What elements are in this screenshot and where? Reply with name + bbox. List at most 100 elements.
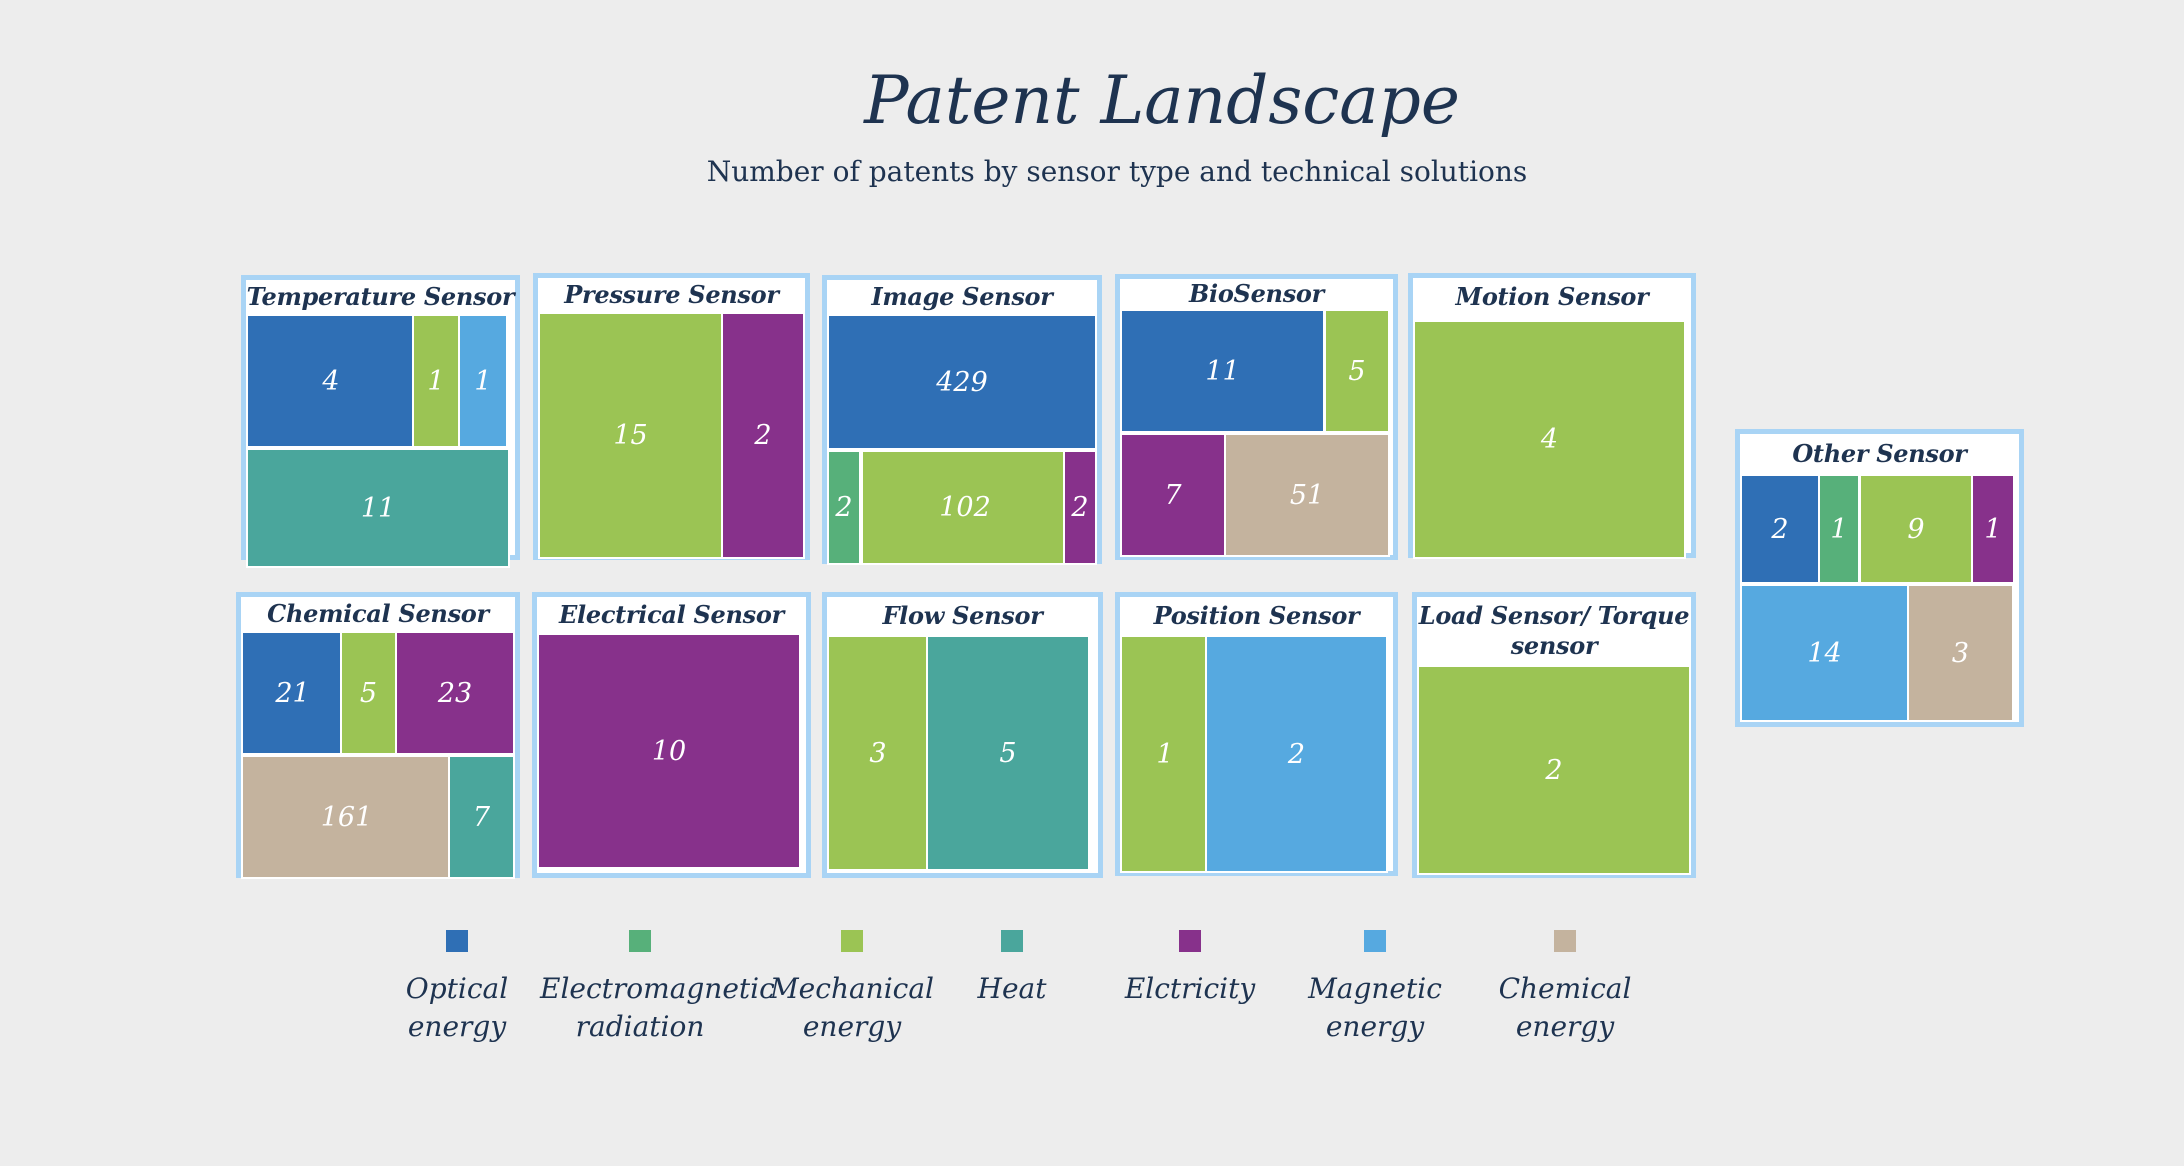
treemap-tile-electromagnetic: 1 <box>1818 474 1860 584</box>
tile-value-label: 10 <box>651 735 687 767</box>
tile-value-label: 102 <box>939 492 991 523</box>
tile-value-label: 15 <box>613 420 648 451</box>
treemap-tile-mechanical: 9 <box>1859 474 1973 584</box>
chart-subtitle: Number of patents by sensor type and tec… <box>706 155 1528 188</box>
treemap-tile-magnetic: 2 <box>1205 635 1388 873</box>
treemap-tile-electricity: 23 <box>395 631 515 755</box>
treemap-tile-electromagnetic: 2 <box>827 450 861 565</box>
treemap-tile-optical: 4 <box>246 314 416 448</box>
tile-value-label: 5 <box>999 737 1017 769</box>
panel-title: Flow Sensor <box>882 601 1043 630</box>
tile-value-label: 3 <box>869 737 887 769</box>
legend-label: Optical energy <box>405 972 509 1043</box>
legend-swatch <box>629 930 651 952</box>
tile-value-label: 1 <box>1830 513 1848 545</box>
sensor-panel: Temperature Sensor 4 1 1 11 <box>241 275 520 568</box>
chart-title: Patent Landscape <box>864 62 1460 139</box>
legend-swatch <box>1554 930 1576 952</box>
sensor-panel: Flow Sensor 3 5 <box>822 592 1103 878</box>
treemap-tile-chemical: 3 <box>1907 584 2014 722</box>
tile-value-label: 5 <box>1348 355 1366 387</box>
treemap-tile-mechanical: 5 <box>1324 309 1390 433</box>
sensor-panel: Motion Sensor 4 <box>1408 273 1696 559</box>
legend-swatch <box>1179 930 1201 952</box>
tile-value-label: 429 <box>936 366 988 398</box>
tile-value-label: 9 <box>1907 513 1925 545</box>
legend-label: Electromagnetic radiation <box>540 972 775 1043</box>
legend-swatch <box>841 930 863 952</box>
treemap-tile-optical: 2 <box>1740 474 1820 584</box>
treemap-tile-mechanical: 1 <box>1120 635 1210 873</box>
treemap-tile-electricity: 2 <box>1063 450 1097 565</box>
tile-value-label: 2 <box>1545 754 1563 786</box>
legend-swatch <box>1001 930 1023 952</box>
treemap-tile-magnetic: 14 <box>1740 584 1909 722</box>
treemap-tile-electricity: 1 <box>1971 474 2015 584</box>
treemap-tile-mechanical: 15 <box>538 312 723 559</box>
panel-title: Chemical Sensor <box>267 599 489 628</box>
legend-label: Mechanical energy <box>770 972 934 1043</box>
treemap-tile-mechanical: 2 <box>1417 665 1691 875</box>
legend-item-chemical: Chemical energy <box>1465 930 1665 1046</box>
tile-value-label: 7 <box>1164 479 1182 511</box>
tile-value-label: 11 <box>360 492 396 524</box>
treemap-tile-mechanical: 1 <box>412 314 460 448</box>
sensor-panel: Load Sensor/ Torque sensor 2 <box>1412 592 1696 878</box>
legend-label: Heat <box>977 972 1047 1005</box>
panel-title: Position Sensor <box>1153 601 1360 630</box>
legend-label: Chemical energy <box>1498 972 1632 1043</box>
treemap-tile-mechanical: 4 <box>1413 320 1686 559</box>
sensor-panel: Electrical Sensor 10 <box>532 592 811 878</box>
tile-value-label: 21 <box>275 677 310 709</box>
tile-value-label: 14 <box>1807 637 1842 669</box>
legend-item-electricity: Elctricity <box>1090 930 1290 1008</box>
sensor-panel: BioSensor 11 5 7 51 <box>1115 274 1398 560</box>
treemap-tile-electricity: 2 <box>721 312 805 559</box>
tile-value-label: 3 <box>1951 637 1970 669</box>
treemap-tile-mechanical: 3 <box>827 635 929 871</box>
panel-title: Other Sensor <box>1792 439 1967 468</box>
tile-value-label: 23 <box>437 677 473 709</box>
sensor-panel: Image Sensor 429 2 102 2 <box>822 275 1102 565</box>
tile-value-label: 51 <box>1289 479 1325 511</box>
treemap-tile-heat: 5 <box>926 635 1090 871</box>
legend-item-electromagnetic: Electromagnetic radiation <box>540 930 775 1046</box>
legend-label: Magnetic energy <box>1308 972 1442 1043</box>
tile-value-label: 2 <box>1071 492 1089 523</box>
treemap-tile-magnetic: 1 <box>458 314 508 448</box>
panel-title: Pressure Sensor <box>564 280 779 309</box>
panel-title: BioSensor <box>1189 279 1324 308</box>
sensor-panel: Position Sensor 1 2 <box>1115 592 1398 876</box>
tile-value-label: 4 <box>322 365 340 397</box>
tile-value-label: 11 <box>1205 355 1240 387</box>
tile-value-label: 161 <box>320 801 373 833</box>
sensor-panel: Other Sensor 2 1 9 1 14 3 <box>1735 429 2024 727</box>
panel-title: Image Sensor <box>871 282 1053 311</box>
treemap-tile-chemical: 51 <box>1224 433 1390 557</box>
treemap-tile-electricity: 7 <box>1120 433 1226 557</box>
panel-title: Motion Sensor <box>1455 282 1649 311</box>
legend-item-mechanical: Mechanical energy <box>752 930 952 1046</box>
sensor-panel: Pressure Sensor 15 2 <box>533 273 810 560</box>
treemap-tile-chemical: 161 <box>241 755 452 879</box>
tile-value-label: 1 <box>427 365 445 397</box>
treemap-tile-heat: 7 <box>448 755 515 879</box>
tile-value-label: 1 <box>1984 513 2002 545</box>
tile-value-label: 2 <box>1287 738 1306 770</box>
legend-swatch <box>1364 930 1386 952</box>
tile-value-label: 7 <box>472 801 491 833</box>
treemap-tile-mechanical: 5 <box>340 631 397 755</box>
treemap-tile-mechanical: 102 <box>861 450 1069 565</box>
tile-value-label: 2 <box>1771 513 1789 545</box>
panel-title: Load Sensor/ Torque sensor <box>1418 601 1690 660</box>
tile-value-label: 2 <box>754 420 772 451</box>
panel-title: Electrical Sensor <box>559 600 784 629</box>
treemap-tile-heat: 11 <box>246 448 510 568</box>
legend-item-magnetic: Magnetic energy <box>1275 930 1475 1046</box>
legend-label: Elctricity <box>1124 972 1256 1005</box>
tile-value-label: 2 <box>835 492 853 523</box>
treemap-tile-electricity: 10 <box>537 633 801 869</box>
sensor-panel: Chemical Sensor 21 5 23 161 7 <box>236 592 520 879</box>
treemap-tile-optical: 11 <box>1120 309 1325 433</box>
tile-value-label: 5 <box>359 677 378 709</box>
